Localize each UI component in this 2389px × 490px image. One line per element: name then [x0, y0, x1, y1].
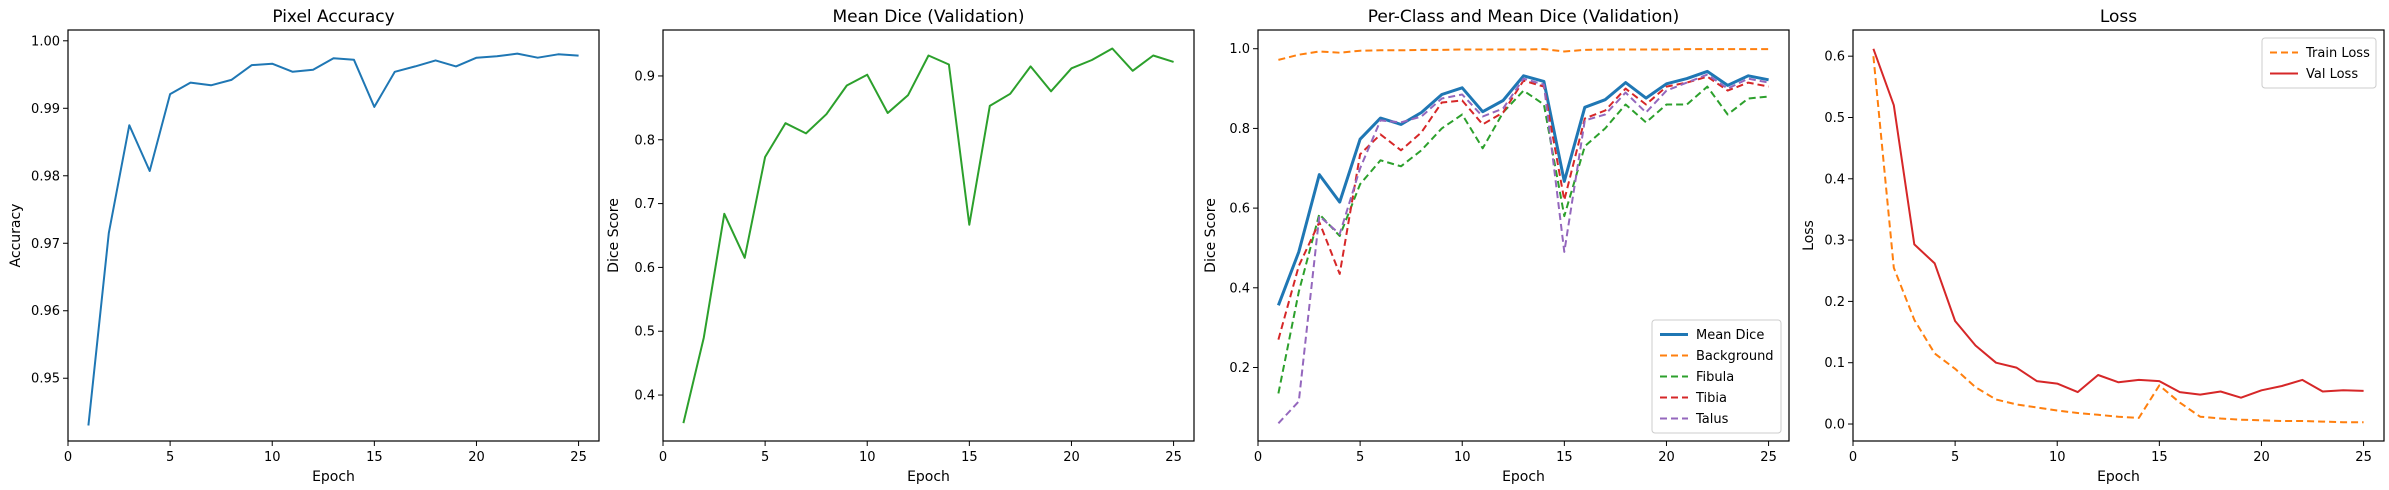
y-tick-label: 0.4 [1229, 281, 1250, 296]
x-tick-label: 10 [2049, 450, 2066, 465]
y-tick-label: 0.4 [1824, 172, 1845, 187]
x-tick-label: 20 [468, 450, 485, 465]
chart-title: Per-Class and Mean Dice (Validation) [1368, 7, 1680, 27]
series-line-tibia [1277, 75, 1769, 340]
axes-frame [1852, 29, 2385, 442]
y-tick-label: 0.96 [31, 304, 60, 319]
x-tick-label: 5 [761, 450, 769, 465]
y-tick-label: 0.7 [634, 197, 655, 212]
x-tick-label: 15 [961, 450, 978, 465]
y-tick-label: 0.8 [1229, 122, 1250, 137]
y-tick-label: 0.4 [634, 389, 655, 404]
legend-label: Val Loss [2306, 67, 2358, 82]
legend-label: Talus [1695, 412, 1729, 427]
y-tick-label: 0.5 [1824, 111, 1845, 126]
chart-panel-3: Per-Class and Mean Dice (Validation) 0 5 10… [1203, 7, 1790, 485]
y-tick-label: 0.95 [31, 372, 60, 387]
x-axis-label: Epoch [907, 469, 950, 485]
x-axis-label: Epoch [312, 469, 355, 485]
y-tick-label: 0.6 [634, 261, 655, 276]
series-line-train-loss [1872, 56, 2364, 424]
legend-label: Tibia [1695, 391, 1727, 406]
legend-label: Train Loss [2305, 46, 2370, 61]
series-line-background [1278, 48, 1769, 61]
y-tick-label: 0.3 [1824, 234, 1845, 249]
y-tick-label: 0.8 [634, 133, 655, 148]
x-axis-label: Epoch [1502, 469, 1545, 485]
x-tick-label: 20 [1063, 450, 1080, 465]
x-axis-label: Epoch [2097, 469, 2140, 485]
x-tick-label: 10 [264, 450, 281, 465]
y-tick-label: 0.1 [1824, 356, 1845, 371]
x-tick-label: 15 [2151, 450, 2168, 465]
y-axis-label: Loss [1801, 220, 1817, 251]
x-tick-label: 25 [570, 450, 587, 465]
x-tick-label: 0 [659, 450, 667, 465]
x-tick-label: 10 [1454, 450, 1471, 465]
y-tick-label: 0.6 [1824, 50, 1845, 65]
y-tick-label: 1.0 [1229, 42, 1250, 57]
legend-box [2261, 37, 2377, 89]
series-line-mean-dice [1276, 69, 1769, 306]
y-tick-label: 0.99 [31, 102, 60, 117]
y-tick-label: 0.2 [1824, 295, 1845, 310]
axes-frame [1257, 29, 1790, 442]
series-line-val-loss [1872, 48, 2364, 399]
series-line-1 [87, 52, 579, 426]
legend-label: Mean Dice [1696, 328, 1764, 343]
chart-panel-2: Mean Dice (Validation) 0 5 10 15 20 25 0.4 0.5 0.… [606, 7, 1195, 485]
x-tick-label: 25 [1760, 450, 1777, 465]
x-tick-label: 0 [1254, 450, 1262, 465]
x-tick-label: 10 [859, 450, 876, 465]
series-line-1 [682, 47, 1174, 424]
x-tick-label: 5 [1356, 450, 1364, 465]
x-tick-label: 25 [2355, 450, 2372, 465]
legend-label: Fibula [1696, 370, 1734, 385]
x-tick-label: 5 [1951, 450, 1959, 465]
chart-panel-4: Loss 0 5 10 15 20 25 0.0 0.1 0.2 0.3 0.4 0.5 0.6 Epoch… [1801, 7, 2385, 485]
chart-title: Mean Dice (Validation) [833, 7, 1025, 27]
y-tick-label: 0.6 [1229, 202, 1250, 217]
x-tick-label: 20 [2253, 450, 2270, 465]
x-tick-label: 0 [64, 450, 72, 465]
legend: Mean Dice Background Fibula Tibia Talus [1651, 319, 1782, 434]
x-tick-label: 15 [1556, 450, 1573, 465]
legend-box [1651, 319, 1782, 434]
y-tick-label: 0.9 [634, 69, 655, 84]
y-tick-label: 1.00 [31, 34, 60, 49]
y-axis-label: Dice Score [606, 198, 622, 273]
y-tick-label: 0.0 [1824, 418, 1845, 433]
y-tick-label: 0.97 [31, 237, 60, 252]
x-tick-label: 20 [1658, 450, 1675, 465]
chart-panel-1: Pixel Accuracy 0 5 10 15 20 25 0.95 0.96 0.97 0.98… [8, 7, 600, 485]
x-tick-label: 25 [1165, 450, 1182, 465]
y-axis-label: Dice Score [1203, 198, 1219, 273]
chart-title: Pixel Accuracy [272, 7, 394, 27]
series-line-talus [1277, 73, 1769, 424]
x-tick-label: 0 [1849, 450, 1857, 465]
y-tick-label: 0.2 [1229, 361, 1250, 376]
y-tick-label: 0.5 [634, 325, 655, 340]
chart-title: Loss [2100, 7, 2137, 27]
axes-frame [662, 29, 1195, 442]
axes-frame [67, 29, 600, 442]
y-tick-label: 0.98 [31, 169, 60, 184]
y-axis-label: Accuracy [8, 204, 24, 268]
legend-label: Background [1696, 349, 1774, 364]
legend: Train Loss Val Loss [2261, 37, 2377, 89]
x-tick-label: 5 [166, 450, 174, 465]
series-line-fibula [1277, 85, 1769, 394]
x-tick-label: 15 [366, 450, 383, 465]
